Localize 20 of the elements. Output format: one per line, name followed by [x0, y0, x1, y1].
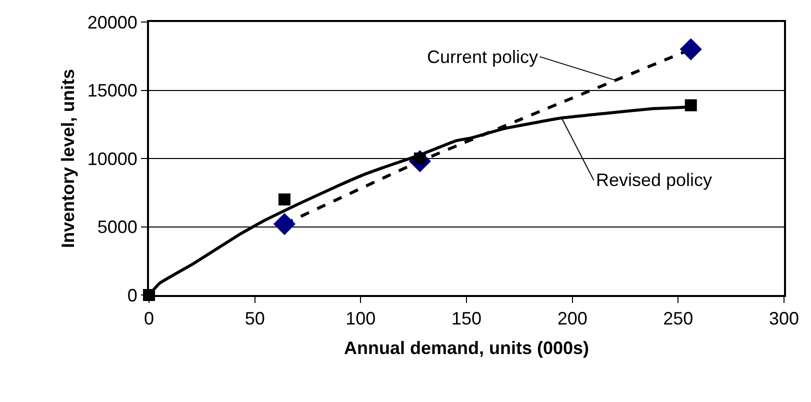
point — [684, 99, 697, 112]
x-tick-label: 50 — [244, 308, 265, 329]
y-tick-label: 20000 — [87, 12, 138, 32]
point — [278, 193, 290, 206]
point — [273, 212, 296, 236]
x-tick-label: 0 — [144, 308, 154, 329]
annotation: Current policy — [427, 47, 538, 67]
y-axis-title: Inventory level, units — [58, 68, 78, 248]
x-tick-label: 300 — [768, 308, 800, 329]
x-axis-title: Annual demand, units (000s) — [344, 338, 590, 358]
x-tick-label: 250 — [663, 308, 694, 329]
y-tick-label: 0 — [127, 285, 138, 306]
x-tick-label: 200 — [557, 308, 588, 329]
x-tick-label: 100 — [346, 308, 376, 329]
annotation: Revised policy — [596, 170, 712, 190]
point — [680, 38, 702, 60]
y-tick-label: 10000 — [87, 148, 138, 169]
x-tick-label: 150 — [451, 308, 482, 329]
y-tick-label: 15000 — [87, 80, 138, 101]
y-tick-label: 5000 — [97, 217, 138, 238]
